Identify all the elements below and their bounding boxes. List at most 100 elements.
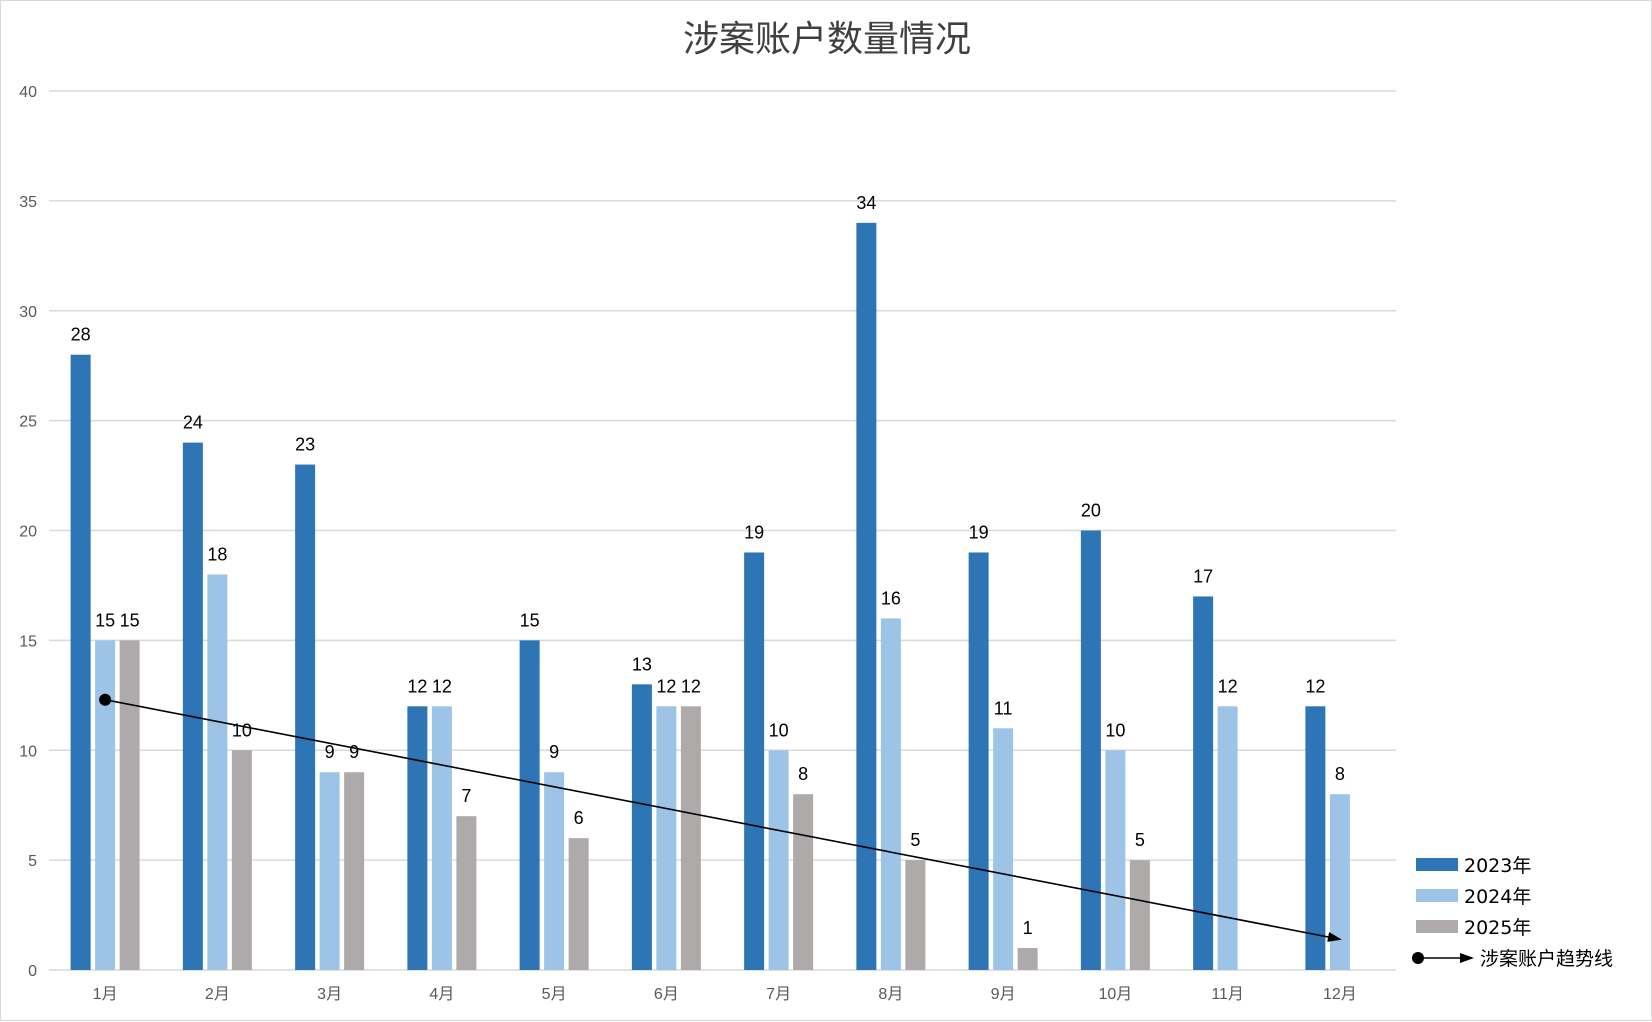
legend-label: 涉案账户趋势线 bbox=[1480, 948, 1613, 970]
bar bbox=[568, 838, 589, 970]
x-tick-label: 7月 bbox=[766, 986, 791, 1003]
y-tick-label: 30 bbox=[19, 304, 37, 321]
bar bbox=[631, 684, 652, 970]
bar bbox=[1329, 794, 1350, 970]
bar bbox=[319, 772, 340, 970]
data-label: 12 bbox=[1218, 676, 1238, 696]
bar bbox=[1217, 706, 1238, 970]
x-tick-label: 4月 bbox=[429, 986, 454, 1003]
bar bbox=[1080, 530, 1101, 970]
data-label: 8 bbox=[1335, 764, 1345, 784]
data-label: 12 bbox=[656, 676, 676, 696]
x-tick-label: 8月 bbox=[878, 986, 903, 1003]
data-label: 10 bbox=[769, 720, 789, 740]
y-tick-label: 40 bbox=[19, 84, 37, 101]
bar bbox=[1017, 948, 1038, 970]
y-tick-label: 10 bbox=[19, 743, 37, 760]
bar bbox=[407, 706, 428, 970]
y-tick-label: 0 bbox=[28, 963, 37, 980]
y-tick-label: 25 bbox=[19, 414, 37, 431]
data-label: 16 bbox=[881, 588, 901, 608]
bar bbox=[182, 442, 203, 971]
legend-label: 2024年 bbox=[1464, 886, 1531, 908]
data-label: 8 bbox=[798, 764, 808, 784]
y-tick-label: 20 bbox=[19, 524, 37, 541]
data-label: 20 bbox=[1081, 501, 1101, 521]
bar bbox=[231, 750, 252, 970]
data-label: 12 bbox=[681, 676, 701, 696]
data-label: 19 bbox=[969, 522, 989, 542]
data-label: 6 bbox=[574, 808, 584, 828]
data-label: 19 bbox=[744, 522, 764, 542]
data-label: 5 bbox=[910, 830, 920, 850]
data-label: 28 bbox=[71, 325, 91, 345]
data-label: 12 bbox=[432, 676, 452, 696]
bar bbox=[680, 706, 701, 970]
x-tick-label: 1月 bbox=[93, 986, 118, 1003]
bar bbox=[1129, 860, 1150, 970]
bar bbox=[968, 552, 989, 970]
data-label: 12 bbox=[1305, 676, 1325, 696]
legend-swatch bbox=[1416, 920, 1458, 933]
bar bbox=[70, 354, 91, 970]
bar bbox=[993, 728, 1014, 970]
bar bbox=[544, 772, 565, 970]
data-label: 5 bbox=[1135, 830, 1145, 850]
bar bbox=[431, 706, 452, 970]
data-label: 15 bbox=[95, 610, 115, 630]
data-label: 10 bbox=[1105, 720, 1125, 740]
bar bbox=[880, 618, 901, 970]
data-label: 11 bbox=[994, 698, 1013, 718]
bar bbox=[519, 640, 540, 970]
bar bbox=[1105, 750, 1126, 970]
data-label: 7 bbox=[461, 786, 471, 806]
legend-label: 2023年 bbox=[1464, 855, 1531, 877]
x-tick-label: 6月 bbox=[654, 986, 679, 1003]
x-tick-label: 11月 bbox=[1211, 986, 1244, 1003]
legend-swatch bbox=[1416, 889, 1458, 902]
trendline bbox=[104, 698, 1342, 942]
data-label: 23 bbox=[295, 435, 315, 455]
x-tick-label: 9月 bbox=[991, 986, 1016, 1003]
bar bbox=[207, 574, 228, 970]
x-tick-label: 12月 bbox=[1323, 986, 1357, 1003]
chart-title: 涉案账户数量情况 bbox=[683, 19, 971, 60]
bar bbox=[768, 750, 789, 970]
bar bbox=[744, 552, 765, 970]
bar bbox=[856, 222, 877, 971]
data-label: 9 bbox=[325, 742, 335, 762]
data-label: 15 bbox=[520, 610, 540, 630]
data-label: 12 bbox=[407, 676, 427, 696]
x-tick-label: 3月 bbox=[317, 986, 342, 1003]
bar bbox=[1305, 706, 1326, 970]
data-label: 9 bbox=[349, 742, 359, 762]
bar bbox=[905, 860, 926, 970]
bar bbox=[295, 464, 316, 970]
legend-swatch bbox=[1416, 858, 1458, 871]
data-label: 24 bbox=[183, 413, 203, 433]
y-tick-label: 5 bbox=[28, 853, 37, 870]
data-label: 15 bbox=[120, 610, 140, 630]
y-tick-label: 35 bbox=[19, 194, 37, 211]
data-label: 10 bbox=[232, 720, 252, 740]
y-tick-label: 15 bbox=[19, 633, 37, 650]
bar bbox=[656, 706, 677, 970]
data-label: 13 bbox=[632, 654, 652, 674]
x-tick-label: 5月 bbox=[542, 986, 567, 1003]
bar bbox=[793, 794, 814, 970]
legend-label: 2025年 bbox=[1464, 917, 1531, 939]
bar bbox=[344, 772, 365, 970]
data-label: 1 bbox=[1023, 918, 1033, 938]
data-label: 18 bbox=[207, 544, 227, 564]
bar bbox=[456, 816, 477, 970]
data-label: 17 bbox=[1193, 566, 1213, 586]
data-label: 9 bbox=[549, 742, 559, 762]
x-tick-label: 10月 bbox=[1098, 986, 1132, 1003]
trendline-start-dot bbox=[99, 693, 112, 706]
bar bbox=[119, 640, 140, 970]
x-tick-label: 2月 bbox=[205, 986, 230, 1003]
bar bbox=[1193, 596, 1214, 970]
bar bbox=[95, 640, 116, 970]
